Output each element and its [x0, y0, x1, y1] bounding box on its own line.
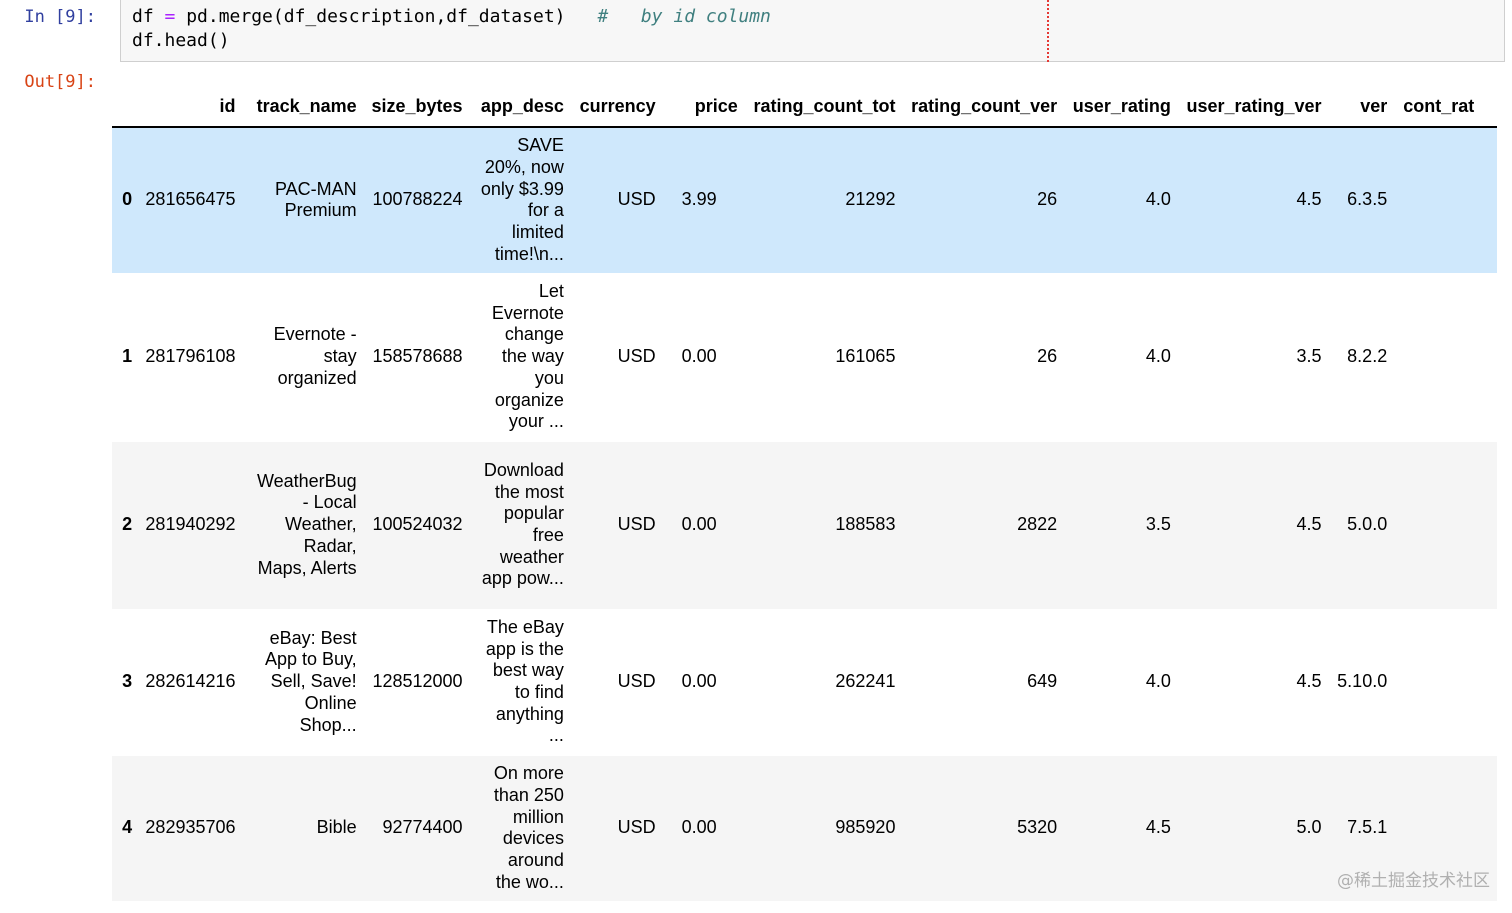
- cell-ver: 5.0.0: [1321, 440, 1388, 609]
- cell-id: 282614216: [142, 608, 236, 755]
- row-index: 0: [122, 189, 133, 210]
- cell-user-rating: 4.0: [1057, 272, 1171, 441]
- header-ver: ver: [1321, 86, 1388, 128]
- cell-user-rating-ver: 3.5: [1170, 272, 1322, 441]
- row-index: 4: [112, 754, 143, 901]
- cell-size-bytes: 158578688: [356, 272, 463, 441]
- row-index: 3: [112, 608, 143, 755]
- site-watermark: @稀土掘金技术社区: [1337, 871, 1490, 891]
- cell-currency: USD: [563, 440, 656, 609]
- cell-rating-count-tot: 21292: [845, 189, 896, 210]
- header-rating-count-tot: rating_count_tot: [737, 86, 896, 128]
- cell-app-desc: The eBay app is the best way to find any…: [462, 608, 564, 755]
- cell-rating-count-ver: 649: [895, 608, 1058, 755]
- cell-user-rating: 3.5: [1057, 440, 1171, 609]
- cell-ver: 5.10.0: [1321, 608, 1388, 755]
- cell-currency: USD: [563, 608, 656, 755]
- cell-id: 281656475: [145, 189, 236, 210]
- cell-price: 0.00: [655, 754, 738, 901]
- header-track-name: track_name: [235, 86, 357, 128]
- cell-rating-count-tot: 188583: [737, 440, 896, 609]
- cell-app-desc: Download the most popular free weather a…: [462, 440, 564, 609]
- code-comment: # by id column: [597, 6, 771, 27]
- input-prompt: In [9]:: [24, 7, 96, 27]
- cell-user-rating: 4.0: [1145, 189, 1171, 210]
- header-size-bytes: size_bytes: [356, 86, 463, 128]
- cell-user-rating-ver: 4.5: [1296, 189, 1322, 210]
- cell-ver: 7.5.1: [1321, 754, 1388, 901]
- cell-size-bytes: 100524032: [356, 440, 463, 609]
- cell-id: 281940292: [142, 440, 236, 609]
- header-user-rating: user_rating: [1057, 86, 1171, 128]
- cell-price: 0.00: [655, 272, 738, 441]
- table-row: 4 282935706 Bible 92774400 On more than …: [112, 754, 1497, 901]
- cell-user-rating: 4.0: [1057, 608, 1171, 755]
- header-index: [112, 86, 143, 128]
- code-cell-editor[interactable]: df = pd.merge(df_description,df_dataset)…: [120, 0, 1505, 62]
- cell-id: 281796108: [142, 272, 236, 441]
- cell-app-desc: On more than 250 million devices around …: [462, 754, 564, 901]
- header-id: id: [142, 86, 236, 128]
- header-app-desc: app_desc: [462, 86, 564, 128]
- row-index: 1: [112, 272, 143, 441]
- cell-rating-count-tot: 262241: [737, 608, 896, 755]
- output-prompt: Out[9]:: [24, 72, 96, 92]
- cell-cont-rat: [1387, 127, 1497, 273]
- cell-user-rating-ver: 5.0: [1170, 754, 1322, 901]
- cell-app-desc: SAVE 20%, now only $3.99 for a limited t…: [480, 135, 564, 264]
- cell-app-desc: Let Evernote change the way you organize…: [462, 272, 564, 441]
- code-line-1: df = pd.merge(df_description,df_dataset)…: [132, 6, 771, 27]
- cell-ver: 8.2.2: [1321, 272, 1388, 441]
- cell-rating-count-tot: 161065: [737, 272, 896, 441]
- cell-track-name: WeatherBug - Local Weather, Radar, Maps,…: [235, 440, 357, 609]
- table-row: 0 281656475 PAC-MAN Premium 100788224 SA…: [112, 127, 1497, 273]
- header-currency: currency: [563, 86, 656, 128]
- cell-track-name: eBay: Best App to Buy, Sell, Save! Onlin…: [235, 608, 357, 755]
- cell-rating-count-ver: 26: [1037, 189, 1058, 210]
- cell-rating-count-ver: 5320: [895, 754, 1058, 901]
- dataframe-output: id track_name size_bytes app_desc curren…: [112, 86, 1497, 913]
- code-token: df: [132, 6, 165, 27]
- cell-size-bytes: 92774400: [356, 754, 463, 901]
- cell-currency: USD: [563, 272, 656, 441]
- cell-size-bytes: 100788224: [372, 189, 463, 210]
- cell-currency: USD: [617, 189, 656, 210]
- cell-id: 282935706: [142, 754, 236, 901]
- cell-size-bytes: 128512000: [356, 608, 463, 755]
- cell-cont-rat: [1387, 754, 1497, 901]
- cell-track-name: Bible: [235, 754, 357, 901]
- cell-track-name: Evernote - stay organized: [235, 272, 357, 441]
- assign-operator: =: [164, 6, 176, 27]
- cell-rating-count-ver: 2822: [895, 440, 1058, 609]
- header-rating-count-ver: rating_count_ver: [895, 86, 1058, 128]
- code-line-2: df.head(): [132, 30, 230, 51]
- cell-rating-count-ver: 26: [895, 272, 1058, 441]
- cell-cont-rat: [1387, 272, 1497, 441]
- line-length-ruler: [1047, 0, 1049, 62]
- header-price: price: [655, 86, 738, 128]
- header-row: id track_name size_bytes app_desc curren…: [112, 86, 1497, 128]
- dataframe-table: id track_name size_bytes app_desc curren…: [112, 86, 1497, 901]
- cell-cont-rat: [1387, 608, 1497, 755]
- header-cont-rat: cont_rat: [1387, 86, 1497, 128]
- cell-price: 3.99: [681, 189, 717, 210]
- table-row: 2 281940292 WeatherBug - Local Weather, …: [112, 440, 1497, 609]
- row-index: 2: [112, 440, 143, 609]
- cell-cont-rat: [1387, 440, 1497, 609]
- cell-ver: 6.3.5: [1347, 189, 1388, 210]
- cell-user-rating: 4.5: [1057, 754, 1171, 901]
- table-row: 3 282614216 eBay: Best App to Buy, Sell,…: [112, 608, 1497, 755]
- header-user-rating-ver: user_rating_ver: [1170, 86, 1322, 128]
- cell-rating-count-tot: 985920: [737, 754, 896, 901]
- cell-user-rating-ver: 4.5: [1170, 440, 1322, 609]
- code-token: pd.merge(df_description,df_dataset): [175, 6, 566, 27]
- cell-user-rating-ver: 4.5: [1170, 608, 1322, 755]
- table-row: 1 281796108 Evernote - stay organized 15…: [112, 272, 1497, 441]
- cell-currency: USD: [563, 754, 656, 901]
- cell-price: 0.00: [655, 440, 738, 609]
- cell-price: 0.00: [655, 608, 738, 755]
- cell-track-name: PAC-MAN Premium: [275, 178, 357, 221]
